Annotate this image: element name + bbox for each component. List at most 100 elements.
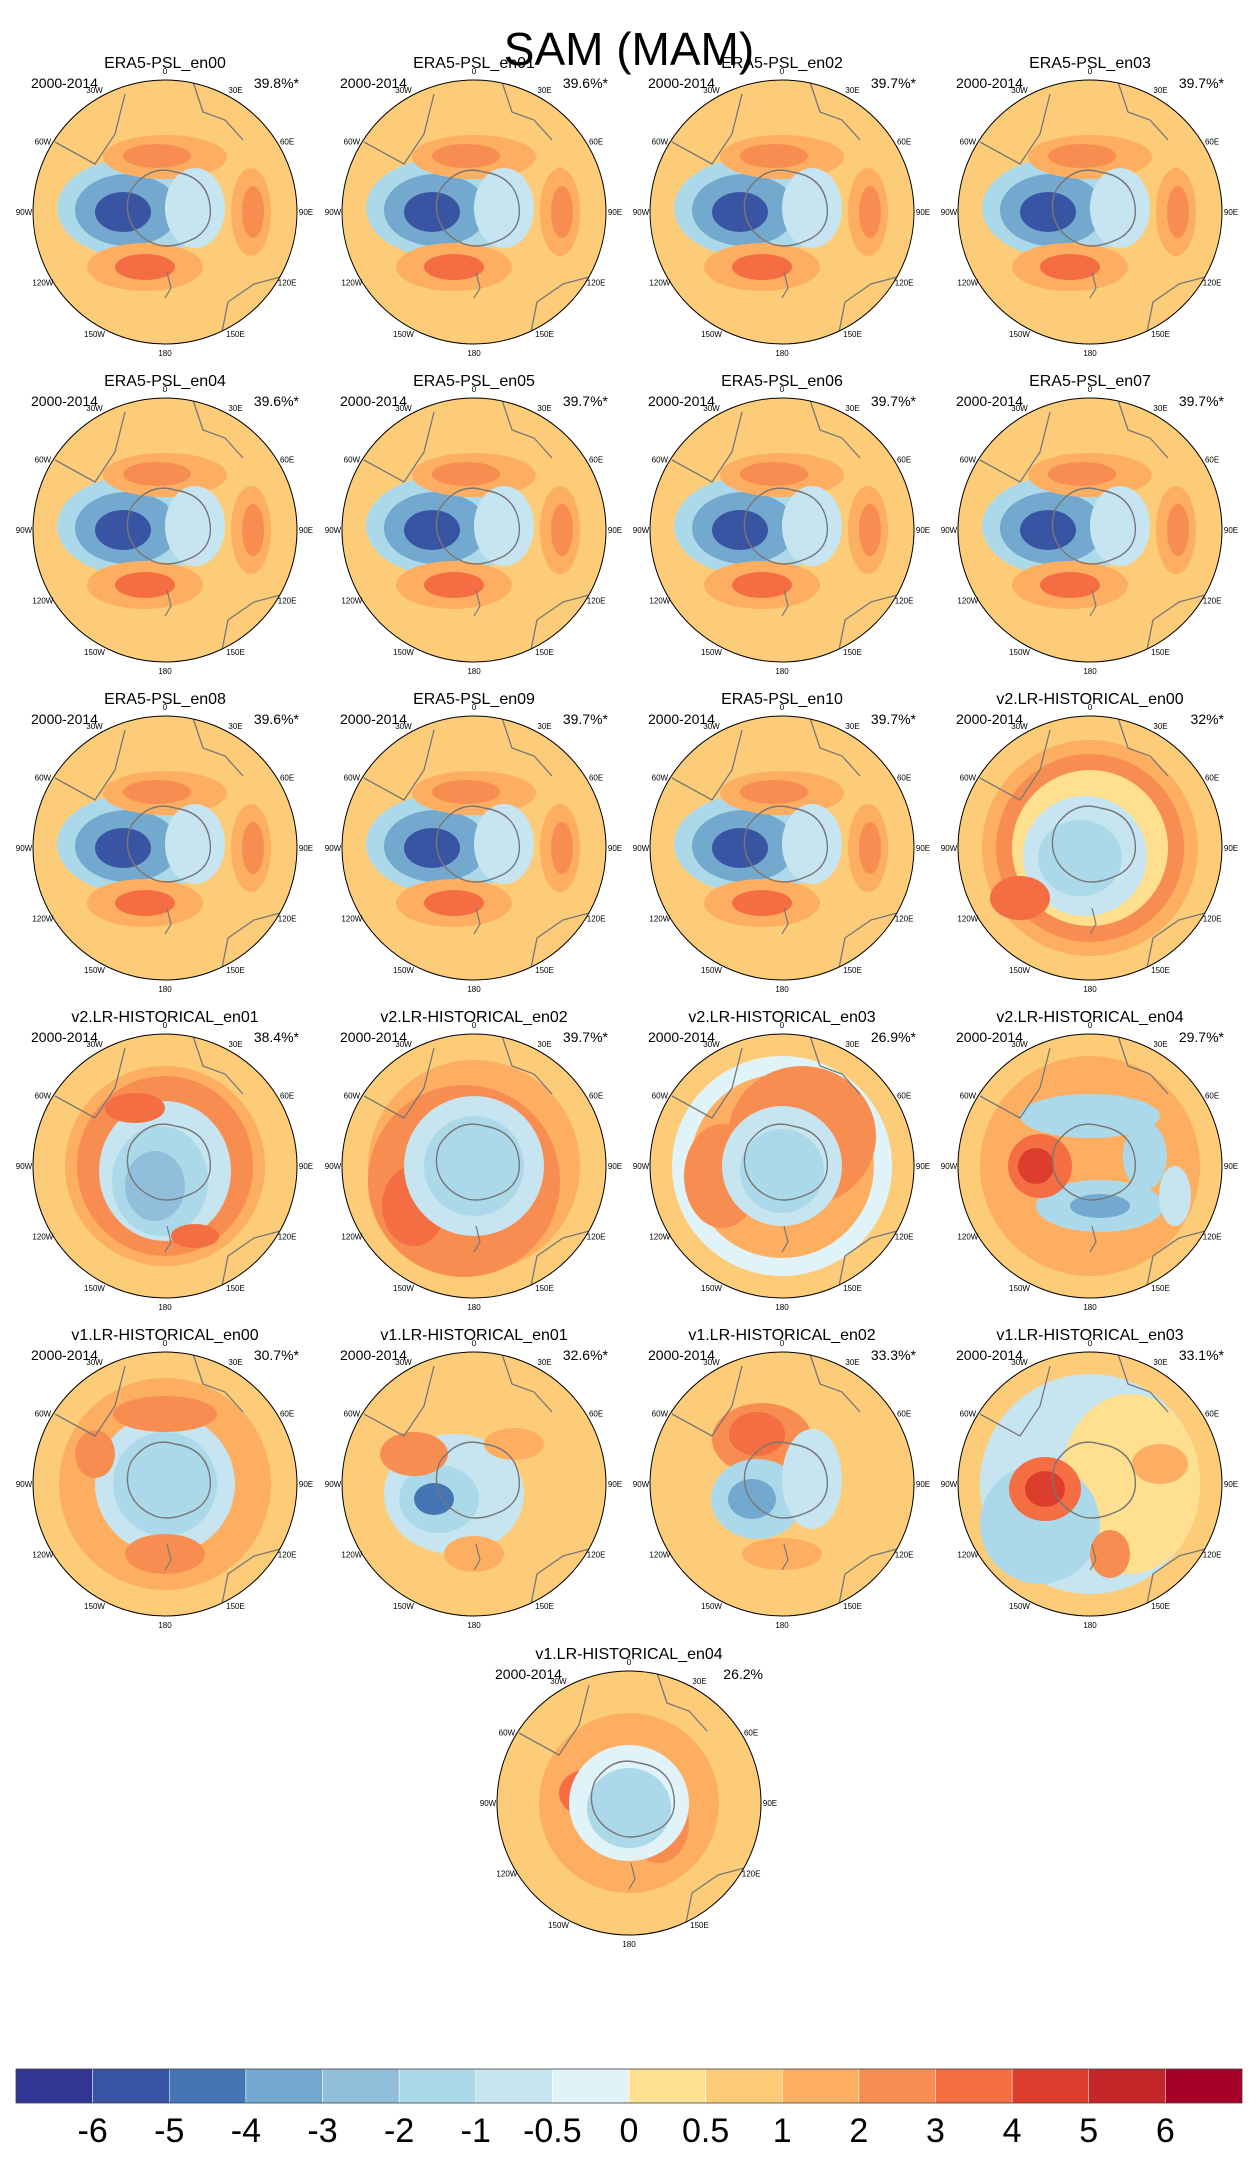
contour-fill [424, 254, 484, 280]
panel-title: ERA5-PSL_en01 [413, 55, 535, 72]
lon-label: 120E [587, 915, 606, 924]
south-america-coast [54, 729, 126, 801]
lon-label: 150E [535, 1284, 554, 1293]
africa-coast [809, 399, 861, 459]
field [33, 80, 297, 344]
lon-label: 90E [916, 208, 930, 217]
lon-label: 180 [1083, 1303, 1097, 1312]
contour-fill [165, 804, 225, 884]
contour-fill [782, 804, 842, 884]
lon-label: 180 [622, 1940, 636, 1949]
lon-label: 150W [84, 648, 105, 657]
colorbar-tick-label: -4 [231, 2112, 261, 2150]
lon-label: 0 [780, 1339, 785, 1348]
lon-label: 90E [608, 844, 622, 853]
lon-label: 120E [895, 279, 914, 288]
map-panel: ERA5-PSL_en02 2000-2014 39.7%* 0 30E 60E 90E 12… [633, 55, 930, 358]
variance-label: 38.4%* [254, 1029, 300, 1045]
lon-label: 0 [1088, 385, 1093, 394]
lon-label: 150W [1009, 330, 1030, 339]
lon-label: 60E [1205, 138, 1219, 147]
map-border [957, 1033, 1223, 1299]
lon-label: 60W [499, 1729, 516, 1738]
lon-label: 180 [467, 349, 481, 358]
lon-label: 0 [472, 1021, 477, 1030]
lon-label: 120E [895, 1233, 914, 1242]
lon-label: 30E [537, 1040, 551, 1049]
field [958, 1034, 1222, 1298]
lon-label: 30W [86, 86, 103, 95]
lon-label: 180 [467, 1621, 481, 1630]
lon-label: 30E [537, 404, 551, 413]
panel-title: v2.LR-HISTORICAL_en04 [996, 1009, 1183, 1026]
contour-fill [1020, 510, 1076, 550]
contour-fill [424, 890, 484, 916]
contour-fill [1159, 1166, 1191, 1226]
south-america-coast [54, 1365, 126, 1437]
lon-label: 150W [84, 330, 105, 339]
lon-label: 90E [1224, 208, 1238, 217]
contour-fill [171, 1224, 219, 1248]
new-zealand-coast [781, 1225, 789, 1253]
lon-label: 120E [895, 1551, 914, 1560]
lon-label: 180 [775, 1621, 789, 1630]
antarctica-coast [1051, 1441, 1137, 1519]
lon-label: 150E [1151, 330, 1170, 339]
lon-label: 120E [278, 597, 297, 606]
variance-label: 39.7%* [563, 393, 609, 409]
lon-label: 90W [633, 1162, 650, 1171]
lon-label: 180 [158, 1303, 172, 1312]
contour-fill [432, 780, 500, 804]
lon-label: 90W [325, 1480, 342, 1489]
contour-fill [782, 486, 842, 566]
new-zealand-coast [781, 907, 789, 935]
lon-label: 120E [278, 915, 297, 924]
contour-fill [432, 462, 500, 486]
south-america-coast [518, 1684, 590, 1756]
map-panel: v1.LR-HISTORICAL_en02 2000-2014 33.3%* 0 30E… [633, 1327, 930, 1630]
antarctica-coast [1051, 487, 1137, 565]
colorbar-tick-label: 6 [1156, 2112, 1175, 2150]
colorbar-tick-label: -1 [461, 2112, 491, 2150]
lon-label: 60E [1205, 1410, 1219, 1419]
variance-label: 39.7%* [563, 711, 609, 727]
contour-fill [732, 890, 792, 916]
antarctica-coast [743, 487, 829, 565]
contour-fill [551, 822, 573, 874]
contour-fill [1048, 144, 1116, 168]
panel-title: ERA5-PSL_en02 [721, 55, 843, 72]
australia-coast [219, 593, 285, 661]
lon-label: 120W [32, 915, 53, 924]
lon-label: 120W [957, 1233, 978, 1242]
lon-label: 90W [633, 1480, 650, 1489]
australia-coast [836, 911, 902, 979]
lon-label: 120W [32, 1551, 53, 1560]
lon-label: 30E [845, 722, 859, 731]
lon-label: 90E [608, 526, 622, 535]
contour-fill [165, 168, 225, 248]
contour-fill [105, 1093, 165, 1123]
lon-label: 120E [742, 1870, 761, 1879]
panel-title: ERA5-PSL_en04 [104, 373, 226, 390]
australia-coast [836, 1229, 902, 1297]
map-border [32, 1351, 298, 1617]
new-zealand-coast [164, 271, 172, 299]
map-border [957, 79, 1223, 345]
lon-label: 150E [226, 966, 245, 975]
variance-label: 39.8%* [254, 75, 300, 91]
lon-label: 90E [1224, 1162, 1238, 1171]
australia-coast [528, 1547, 594, 1615]
contour-fill [740, 780, 808, 804]
lon-label: 120E [587, 279, 606, 288]
south-america-coast [363, 93, 435, 165]
contour-fill [742, 1538, 822, 1570]
period-label: 2000-2014 [956, 1029, 1023, 1045]
lon-label: 90W [633, 526, 650, 535]
lon-label: 90E [299, 1162, 313, 1171]
contour-fill [1020, 1094, 1160, 1138]
lon-label: 90W [941, 844, 958, 853]
lon-label: 60W [35, 774, 52, 783]
map-panel: ERA5-PSL_en08 2000-2014 39.6%* 0 30E 60E 90E 12… [16, 691, 313, 994]
map-panel: v1.LR-HISTORICAL_en03 2000-2014 33.1%* 0 30E… [941, 1327, 1238, 1630]
australia-coast [1144, 1547, 1210, 1615]
